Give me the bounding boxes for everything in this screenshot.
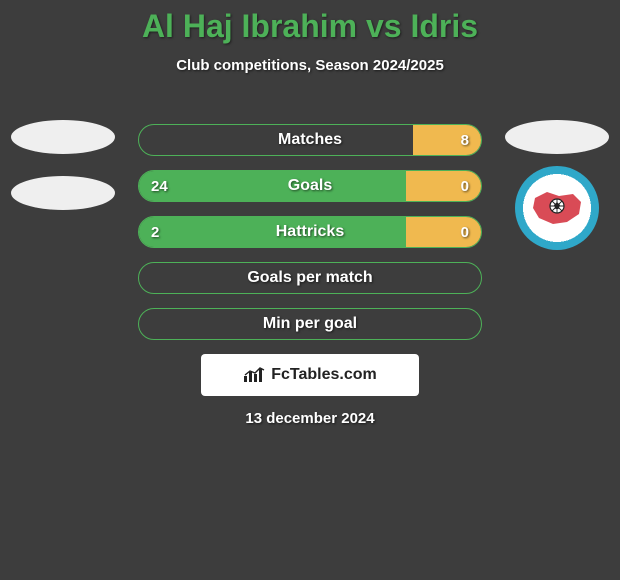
attribution-text: FcTables.com [271,366,377,384]
attribution-box: FcTables.com [201,354,419,396]
stat-row: Goals per match [138,262,482,294]
page-title: Al Haj Ibrahim vs Idris [0,0,620,45]
club-badge [515,166,599,250]
stat-rows: 8Matches 240Goals 20Hattricks Goals per mat… [138,124,482,340]
stat-row: 20Hattricks [138,216,482,248]
stat-row: 240Goals [138,170,482,202]
stat-label: Goals per match [139,263,481,293]
stat-row: 8Matches [138,124,482,156]
date-text: 13 december 2024 [0,410,620,427]
left-player-badges [8,120,118,210]
left-badge-placeholder [11,176,115,210]
page-subtitle: Club competitions, Season 2024/2025 [0,57,620,74]
stat-label: Min per goal [139,309,481,339]
right-player-badges [502,120,612,250]
stat-row: Min per goal [138,308,482,340]
left-badge-placeholder [11,120,115,154]
stat-label: Matches [139,125,481,155]
club-badge-icon [529,188,585,228]
bar-chart-icon [243,366,265,384]
stat-label: Hattricks [139,217,481,247]
right-badge-placeholder [505,120,609,154]
stat-label: Goals [139,171,481,201]
